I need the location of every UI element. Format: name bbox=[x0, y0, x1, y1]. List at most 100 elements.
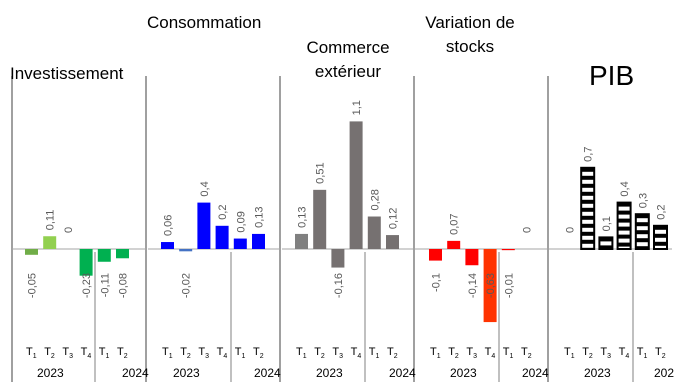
consommation-bar-5 bbox=[233, 238, 247, 249]
pib-bar-2 bbox=[580, 166, 596, 250]
investissement-value-label-2: 0,11 bbox=[45, 210, 57, 231]
title-commerce-line2: extérieur bbox=[315, 62, 381, 81]
commerce-ext-rieur-bar-3 bbox=[331, 249, 345, 268]
pib-value-label-3: 0,1 bbox=[601, 216, 613, 231]
pib-year-label-2024: 2024 bbox=[654, 366, 674, 380]
commerce-ext-rieur-bar-5 bbox=[367, 216, 381, 249]
x-axis-labels: T1 T2 T3 T4 T1 T2 2023 2024 T1 T2 T3 T4 T1 T2 2023 2024… bbox=[26, 346, 674, 380]
investissement-value-label-1: -0,05 bbox=[27, 273, 39, 298]
commerce-ext-rieur-quarter-label-1: T1 bbox=[296, 346, 307, 360]
variation-de-stocks-value-label-1: -0,1 bbox=[431, 273, 443, 292]
investissement-year-label-2024: 2024 bbox=[122, 366, 149, 380]
pib-quarter-label-4: T4 bbox=[619, 346, 630, 360]
investissement-bar-2 bbox=[43, 236, 57, 249]
commerce-ext-rieur-value-label-1: 0,13 bbox=[297, 206, 309, 227]
commerce-ext-rieur-bar-6 bbox=[386, 235, 399, 249]
variation-de-stocks-value-label-3: -0,14 bbox=[467, 273, 479, 298]
commerce-ext-rieur-bar-1 bbox=[295, 233, 308, 249]
commerce-ext-rieur-quarter-label-2: T2 bbox=[314, 346, 325, 360]
variation-de-stocks-value-label-6: 0 bbox=[522, 227, 534, 233]
pib-bar-6 bbox=[653, 224, 668, 251]
variation-de-stocks-year-label-2023: 2023 bbox=[450, 366, 477, 380]
data-labels: -0,05 0,11 0 -0,23 -0,11 -0,08 0,06 -0,02 0,4 0,2… bbox=[27, 100, 668, 298]
pib-quarter-label-1: T1 bbox=[564, 346, 575, 360]
commerce-ext-rieur-quarter-label-5: T1 bbox=[369, 346, 380, 360]
pib-bar-3 bbox=[598, 236, 614, 250]
investissement-value-label-5: -0,11 bbox=[99, 273, 111, 297]
variation-de-stocks-bar-2 bbox=[447, 240, 461, 249]
pib-bar-5 bbox=[634, 213, 650, 250]
variation-de-stocks-bar-4 bbox=[483, 249, 497, 323]
investissement-quarter-label-3: T3 bbox=[62, 346, 73, 360]
consommation-bar-6 bbox=[252, 233, 265, 249]
pib-quarter-label-2: T2 bbox=[582, 346, 593, 360]
pib-quarter-label-3: T3 bbox=[600, 346, 611, 360]
investissement-value-label-4: -0,23 bbox=[81, 273, 93, 298]
commerce-ext-rieur-value-label-3: -0,16 bbox=[333, 273, 345, 298]
investissement-quarter-label-2: T2 bbox=[44, 346, 55, 360]
commerce-ext-rieur-bar-4 bbox=[349, 121, 363, 249]
variation-de-stocks-value-label-4: -0,63 bbox=[485, 273, 497, 298]
variation-de-stocks-quarter-label-3: T3 bbox=[466, 346, 477, 360]
investissement-bar-6 bbox=[116, 249, 129, 259]
investissement-quarter-label-5: T1 bbox=[99, 346, 110, 360]
consommation-value-label-1: 0,06 bbox=[163, 215, 175, 236]
commerce-ext-rieur-quarter-label-3: T3 bbox=[332, 346, 343, 360]
investissement-bar-5 bbox=[97, 249, 111, 262]
variation-de-stocks-value-label-2: 0,07 bbox=[449, 213, 461, 234]
consommation-year-label-2024: 2024 bbox=[254, 366, 281, 380]
pib-value-label-4: 0,4 bbox=[619, 181, 631, 196]
consommation-bar-2 bbox=[179, 249, 193, 252]
commerce-ext-rieur-value-label-2: 0,51 bbox=[315, 162, 327, 183]
consommation-bar-3 bbox=[197, 202, 211, 249]
variation-de-stocks-bar-1 bbox=[429, 249, 442, 261]
pib-quarter-label-6: T2 bbox=[655, 346, 666, 360]
commerce-ext-rieur-quarter-label-4: T4 bbox=[351, 346, 362, 360]
panel-dividers bbox=[11, 76, 634, 382]
consommation-quarter-label-3: T3 bbox=[198, 346, 209, 360]
consommation-value-label-2: -0,02 bbox=[181, 273, 193, 298]
variation-de-stocks-quarter-label-5: T1 bbox=[503, 346, 514, 360]
consommation-quarter-label-4: T4 bbox=[217, 346, 228, 360]
commerce-ext-rieur-value-label-5: 0,28 bbox=[369, 189, 381, 210]
consommation-value-label-3: 0,4 bbox=[199, 181, 211, 196]
pib-value-label-2: 0,7 bbox=[583, 147, 595, 162]
consommation-quarter-label-1: T1 bbox=[162, 346, 173, 360]
investissement-value-label-6: -0,08 bbox=[118, 273, 130, 298]
variation-de-stocks-year-label-2024: 2024 bbox=[522, 366, 549, 380]
variation-de-stocks-bar-5 bbox=[501, 249, 515, 251]
title-consommation: Consommation bbox=[147, 13, 261, 32]
variation-de-stocks-bar-3 bbox=[465, 249, 479, 266]
variation-de-stocks-value-label-5: -0,01 bbox=[503, 273, 515, 298]
title-stocks-line2: stocks bbox=[446, 37, 494, 56]
consommation-bar-4 bbox=[215, 225, 229, 249]
pib-value-label-5: 0,3 bbox=[637, 193, 649, 208]
title-commerce-line1: Commerce bbox=[306, 38, 389, 57]
consommation-quarter-label-5: T1 bbox=[235, 346, 246, 360]
commerce-ext-rieur-quarter-label-6: T2 bbox=[387, 346, 398, 360]
title-stocks-line1: Variation de bbox=[425, 13, 514, 32]
variation-de-stocks-quarter-label-1: T1 bbox=[430, 346, 441, 360]
commerce-ext-rieur-value-label-6: 0,12 bbox=[388, 208, 400, 229]
pib-bar-4 bbox=[616, 201, 632, 251]
investissement-quarter-label-1: T1 bbox=[26, 346, 37, 360]
investissement-bar-1 bbox=[25, 249, 38, 255]
commerce-ext-rieur-bar-2 bbox=[313, 189, 327, 249]
pib-value-label-1: 0 bbox=[565, 227, 577, 233]
consommation-quarter-label-2: T2 bbox=[180, 346, 191, 360]
commerce-ext-rieur-year-label-2023: 2023 bbox=[316, 366, 343, 380]
commerce-ext-rieur-year-label-2024: 2024 bbox=[389, 366, 416, 380]
investissement-quarter-label-4: T4 bbox=[81, 346, 92, 360]
consommation-bar-1 bbox=[161, 242, 174, 249]
title-pib: PIB bbox=[589, 60, 634, 91]
consommation-value-label-5: 0,09 bbox=[235, 211, 247, 232]
consommation-quarter-label-6: T2 bbox=[253, 346, 264, 360]
investissement-bar-4 bbox=[79, 249, 93, 276]
variation-de-stocks-quarter-label-4: T4 bbox=[485, 346, 496, 360]
consommation-value-label-4: 0,2 bbox=[217, 205, 229, 220]
variation-de-stocks-quarter-label-2: T2 bbox=[448, 346, 459, 360]
pib-year-label-2023: 2023 bbox=[584, 366, 611, 380]
consommation-year-label-2023: 2023 bbox=[173, 366, 200, 380]
commerce-ext-rieur-value-label-4: 1,1 bbox=[351, 100, 363, 115]
